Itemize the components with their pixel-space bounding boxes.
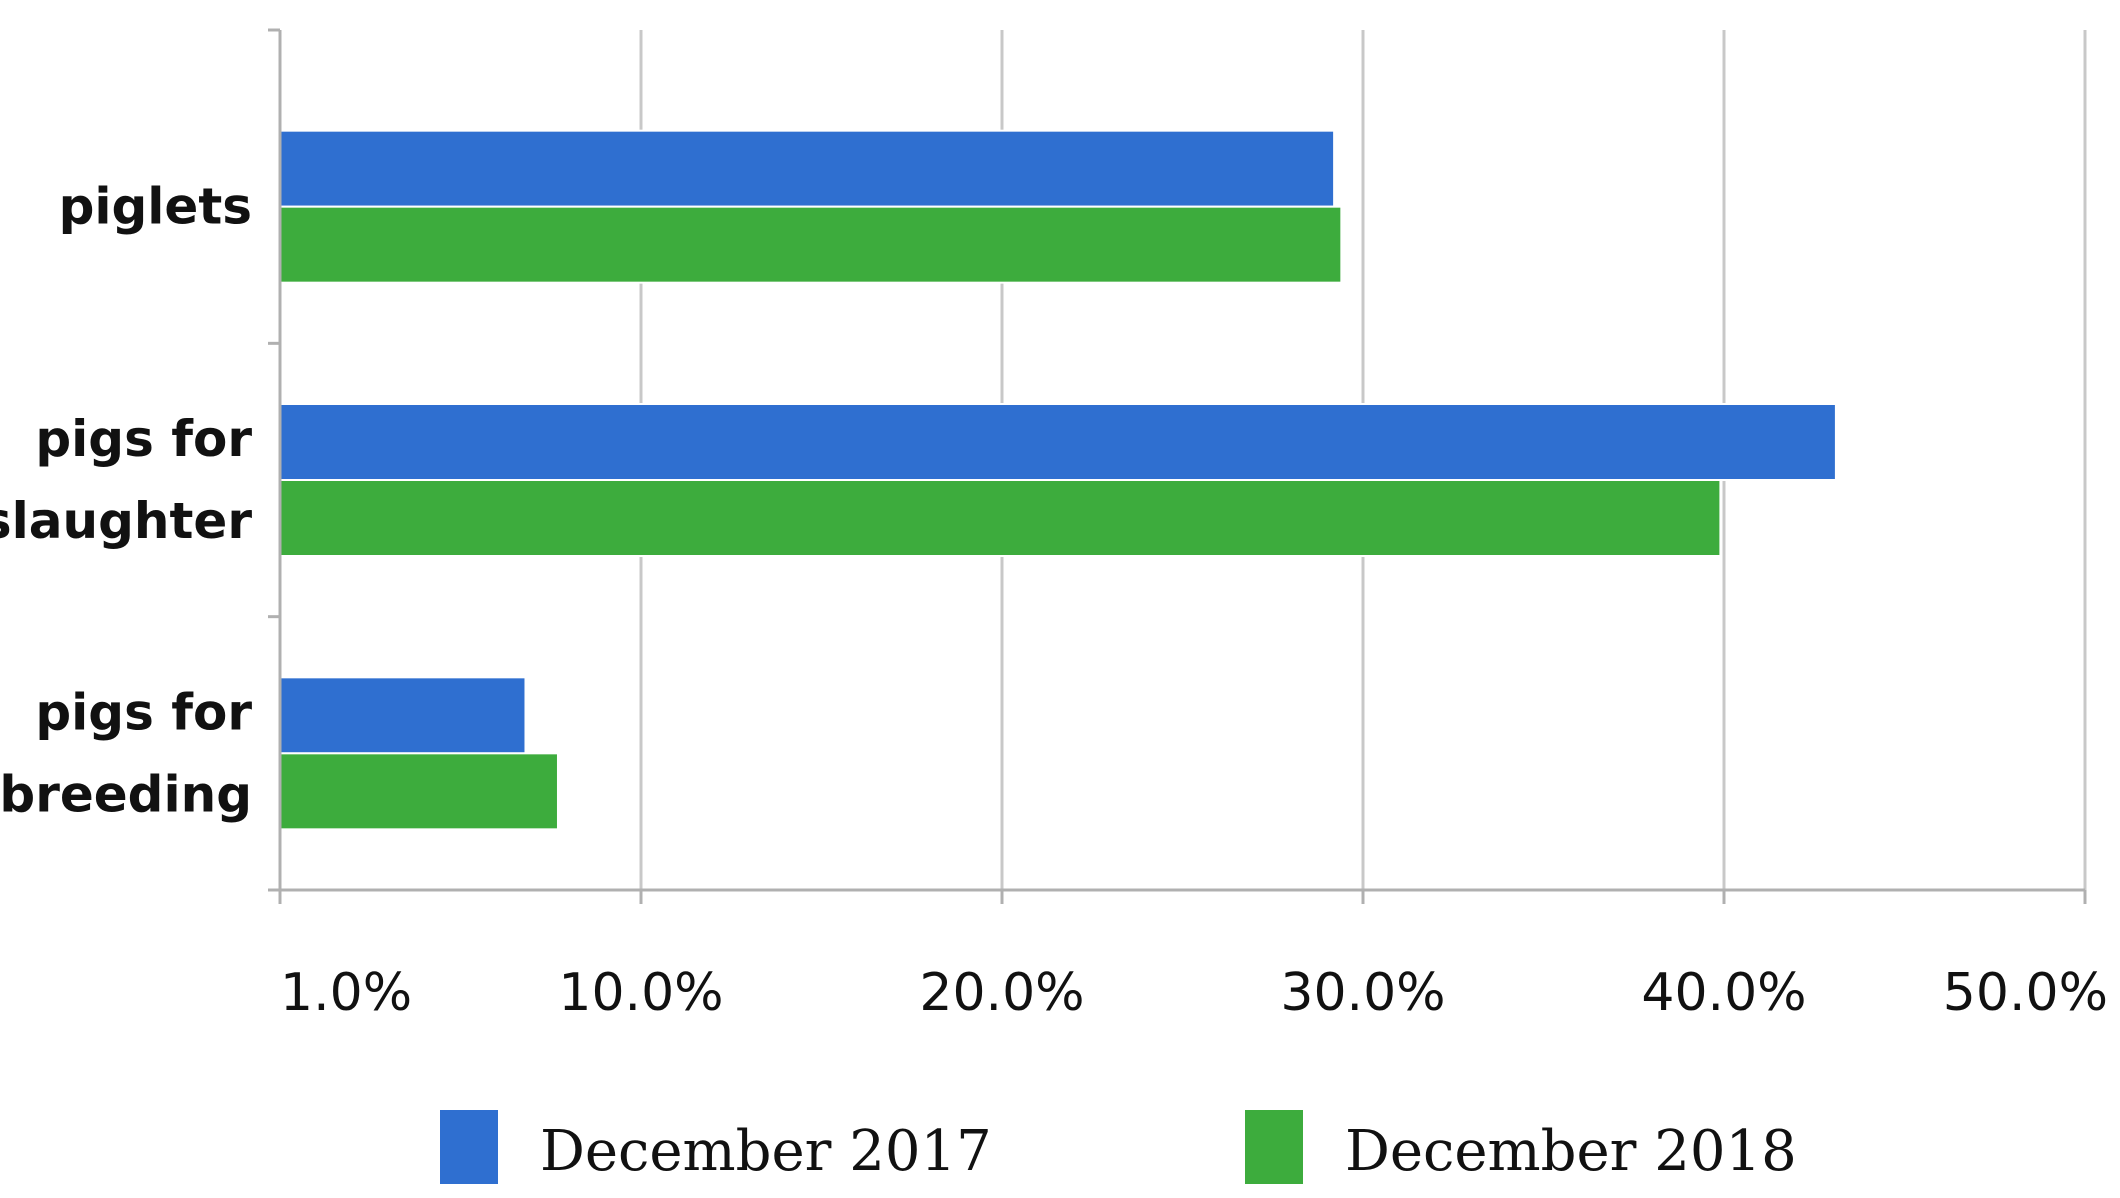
bar — [279, 403, 1837, 481]
bar — [279, 676, 527, 755]
category-label: pigs for — [35, 410, 252, 468]
x-tick-label: 50.0% — [1943, 963, 2108, 1023]
axes — [268, 28, 2087, 904]
bar — [279, 205, 1343, 284]
category-label: pigs for — [35, 683, 252, 741]
x-tick-label: 10.0% — [558, 963, 723, 1023]
bar — [279, 129, 1336, 208]
legend-label: December 2017 — [540, 1119, 992, 1184]
x-tick-label: 30.0% — [1280, 963, 1445, 1023]
x-tick-label: 40.0% — [1641, 963, 1806, 1023]
labels: piglets pigs for slaughter pigs for breeding… — [0, 178, 2108, 1023]
x-tick-label: 1.0% — [280, 963, 412, 1023]
bar — [279, 479, 1722, 557]
legend-swatch — [440, 1110, 498, 1184]
category-label: breeding — [0, 765, 252, 823]
x-tick-label: 20.0% — [919, 963, 1084, 1023]
category-label: piglets — [59, 178, 252, 236]
legend-label: December 2018 — [1345, 1119, 1797, 1184]
bars — [279, 129, 1837, 831]
bar — [279, 752, 559, 831]
legend: December 2017 December 2018 — [440, 1110, 1797, 1184]
legend-swatch — [1245, 1110, 1303, 1184]
category-label: slaughter — [0, 492, 252, 550]
